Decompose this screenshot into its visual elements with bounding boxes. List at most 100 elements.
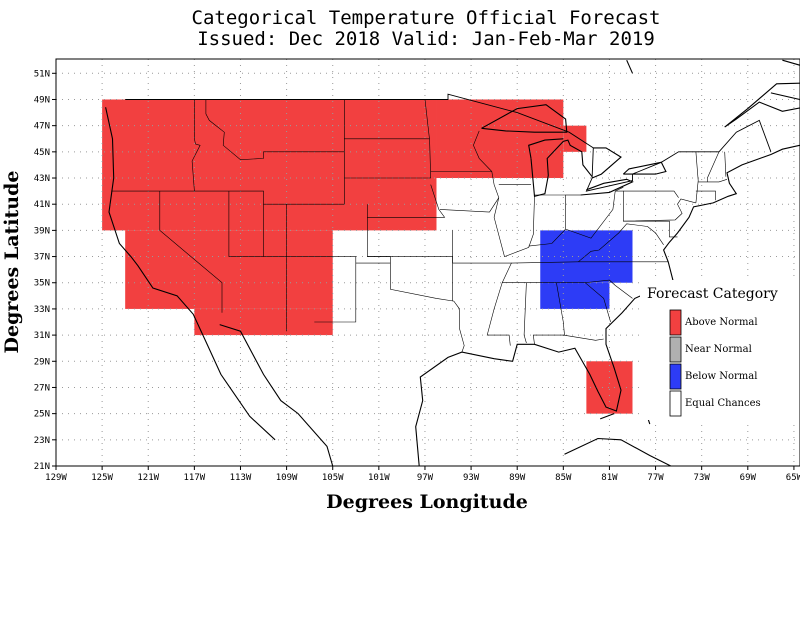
state-boundary <box>695 151 699 203</box>
y-tick-label: 25N <box>34 410 50 420</box>
national-border <box>125 93 772 192</box>
coastline <box>528 138 564 159</box>
legend-label: Above Normal <box>684 317 758 328</box>
coastline <box>219 324 334 466</box>
state-boundary <box>473 130 493 172</box>
x-tick-label: 73W <box>694 473 711 483</box>
y-tick-label: 51N <box>34 69 50 79</box>
state-boundary <box>565 191 616 239</box>
state-boundary <box>615 186 624 192</box>
y-tick-label: 21N <box>34 462 50 472</box>
state-boundary <box>493 196 535 257</box>
legend-title: Forecast Category <box>647 286 778 302</box>
state-boundary <box>695 190 716 201</box>
state-boundary <box>511 261 669 264</box>
state-boundary <box>698 179 728 183</box>
coastline <box>481 104 568 133</box>
forecast-region-8 <box>540 282 610 309</box>
state-boundary <box>228 191 287 332</box>
y-tick-label: 37N <box>34 253 50 263</box>
state-boundary <box>585 282 611 323</box>
coastline <box>105 107 276 441</box>
forecast-region-2 <box>436 99 564 179</box>
state-boundary <box>111 99 201 192</box>
state-boundary <box>344 99 432 179</box>
y-tick-label: 49N <box>34 95 50 105</box>
x-tick-label: 97W <box>417 473 434 483</box>
coastline <box>591 147 622 179</box>
x-tick-label: 117W <box>184 473 206 483</box>
y-tick-label: 29N <box>34 357 50 367</box>
x-tick-label: 93W <box>463 473 480 483</box>
coastline <box>626 59 634 74</box>
y-tick-label: 35N <box>34 279 50 289</box>
state-boundary <box>194 99 345 205</box>
forecast-region-1 <box>102 99 437 231</box>
state-boundary <box>523 282 527 344</box>
y-axis-title: Degrees Latitude <box>1 171 23 354</box>
coastline <box>600 413 615 420</box>
state-boundary <box>205 99 345 161</box>
x-tick-label: 125W <box>91 473 113 483</box>
x-tick-label: 121W <box>137 473 159 483</box>
y-tick-label: 47N <box>34 122 50 132</box>
state-boundary <box>502 279 633 299</box>
legend-label: Below Normal <box>685 371 757 382</box>
forecast-regions <box>102 99 633 414</box>
y-tick-label: 27N <box>34 383 50 393</box>
legend-label: Near Normal <box>685 344 752 355</box>
x-tick-label: 69W <box>740 473 757 483</box>
y-tick-label: 23N <box>34 436 50 446</box>
legend: Forecast Category Above Normal Near Norma… <box>640 280 798 420</box>
plot-frame <box>55 58 800 467</box>
x-tick-label: 85W <box>555 473 572 483</box>
y-tick-label: 43N <box>34 174 50 184</box>
state-boundary <box>623 220 678 238</box>
coastline <box>622 161 667 175</box>
x-tick-label: 81W <box>601 473 618 483</box>
x-tick-label: 89W <box>509 473 526 483</box>
state-boundary <box>430 171 500 213</box>
x-tick-label: 105W <box>322 473 344 483</box>
y-tick-label: 31N <box>34 331 50 341</box>
chart-subtitle: Issued: Dec 2018 Valid: Jan-Feb-Mar 2019 <box>197 28 655 50</box>
state-boundary <box>452 230 512 346</box>
forecast-region-6 <box>586 361 633 414</box>
y-tick-label: 41N <box>34 200 50 210</box>
x-tick-label: 129W <box>45 473 67 483</box>
x-tick-label: 77W <box>647 473 664 483</box>
x-axis-title: Degrees Longitude <box>326 491 528 513</box>
forecast-region-5 <box>194 308 333 336</box>
state-boundary <box>367 204 453 302</box>
coastline <box>564 437 673 466</box>
state-boundary <box>286 204 357 323</box>
state-boundary <box>707 151 720 182</box>
state-boundary <box>563 334 604 341</box>
state-boundary <box>367 256 465 353</box>
legend-swatch <box>669 336 682 363</box>
geographic-outlines <box>105 59 800 466</box>
state-boundary <box>615 190 696 222</box>
x-tick-label: 109W <box>276 473 298 483</box>
x-tick-label: 113W <box>230 473 252 483</box>
y-tick-label: 39N <box>34 226 50 236</box>
coastline <box>724 82 800 128</box>
coastline <box>782 59 800 66</box>
x-tick-label: 65W <box>786 473 800 483</box>
coastline <box>415 144 800 466</box>
legend-label: Equal Chances <box>685 398 761 409</box>
coastline <box>530 139 593 197</box>
y-axis-ticks: 51N 49N 47N 45N 43N 41N 39N 37N 35N 33N 31N 29N 27N 2… <box>34 69 56 472</box>
legend-background <box>640 280 798 420</box>
state-boundary <box>623 190 679 198</box>
x-tick-label: 101W <box>368 473 390 483</box>
y-tick-label: 33N <box>34 305 50 315</box>
legend-swatch <box>669 390 682 417</box>
state-boundary <box>159 191 223 313</box>
legend-swatch <box>669 363 682 390</box>
legend-swatch <box>669 309 682 336</box>
x-axis-ticks: 129W 125W 121W 117W 113W 109W 105W 101W 97W 93W 89… <box>45 466 800 483</box>
y-tick-label: 45N <box>34 148 50 158</box>
coastline <box>580 178 634 196</box>
